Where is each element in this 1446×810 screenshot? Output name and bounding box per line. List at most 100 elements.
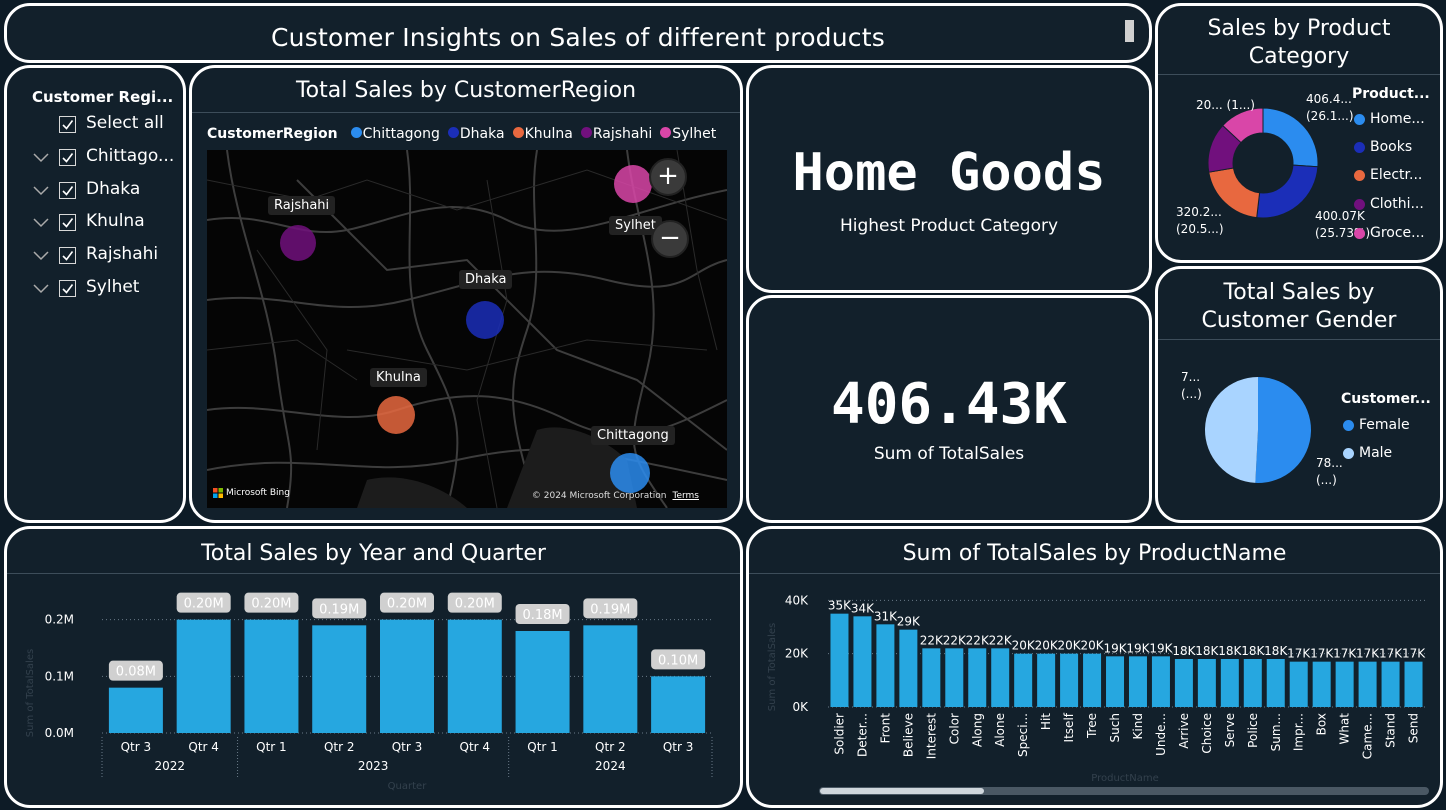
donut-legend-item[interactable]: Home... [1354, 111, 1425, 127]
slicer-checkbox[interactable] [59, 247, 76, 264]
chevron-down-icon[interactable] [33, 251, 49, 261]
quarter-bar-chart[interactable]: 0.0M 0.1M 0.2M Sum of TotalSales 0.08M Qtr 3 0… [7, 575, 740, 805]
x-tick-label: Kind [1131, 713, 1145, 739]
data-label: 0.19M [590, 602, 630, 617]
slicer-item[interactable]: Khulna [7, 210, 182, 236]
chevron-down-icon[interactable] [33, 284, 49, 294]
map-canvas[interactable]: Rajshahi Sylhet Dhaka Khulna Chittagong … [207, 150, 727, 508]
quarter-chart-card: Total Sales by Year and Quarter 0.0M 0.1M… [4, 526, 743, 808]
data-label: 17K [1402, 647, 1426, 661]
map-legend-item: Khulna [524, 126, 573, 142]
bubble-rajshahi[interactable] [280, 225, 316, 261]
data-label: 17K [1287, 647, 1311, 661]
slicer-item[interactable]: Sylhet [7, 276, 182, 302]
donut-label-home: 406.4... (26.1...) [1306, 92, 1354, 123]
bar [830, 613, 849, 707]
donut-slice [1256, 164, 1319, 219]
bar [1174, 659, 1193, 707]
legend-dot-icon [660, 127, 672, 138]
x-tick-label: Deter... [855, 713, 869, 757]
terms-link[interactable]: Terms [672, 491, 699, 501]
legend-dot-icon [1354, 227, 1365, 239]
donut-legend-item[interactable]: Groce... [1354, 225, 1425, 241]
data-label: 19K [1149, 641, 1173, 655]
slicer-checkbox[interactable] [59, 116, 76, 133]
slicer-checkbox[interactable] [59, 182, 76, 199]
data-label: 34K [851, 601, 875, 615]
chevron-down-icon[interactable] [33, 153, 49, 163]
year-label: 2024 [595, 759, 626, 773]
slicer-checkbox[interactable] [59, 149, 76, 166]
data-label-bg [583, 598, 638, 619]
pie-legend-item[interactable]: Male [1343, 445, 1392, 461]
bar [1014, 653, 1033, 707]
bubble-dhaka[interactable] [466, 301, 504, 339]
bar [922, 648, 941, 707]
donut-chart[interactable] [1158, 6, 1443, 263]
donut-label-elec: 320.2... (20.5...) [1176, 205, 1224, 236]
donut-legend-item[interactable]: Books [1354, 139, 1412, 155]
x-tick-label: Qtr 2 [595, 740, 626, 754]
x-tick-label: Qtr 1 [256, 740, 287, 754]
bar [1289, 661, 1308, 707]
legend-dot-icon [1354, 169, 1365, 181]
scrollbar-thumb[interactable] [1125, 20, 1134, 42]
data-label: 0.18M [522, 608, 562, 623]
data-label: 19K [1103, 641, 1127, 655]
kpi-category-card: Home Goods Highest Product Category [746, 65, 1152, 293]
bar [1151, 656, 1170, 707]
chevron-down-icon[interactable] [33, 218, 49, 228]
kpi-sales-label: Sum of TotalSales [873, 444, 1025, 464]
bar [515, 631, 570, 733]
legend-dot-icon [447, 127, 459, 138]
bar [1358, 661, 1377, 707]
data-label: 0.20M [251, 597, 291, 612]
slicer-title: Customer Regi... [32, 88, 174, 106]
legend-dot-icon [350, 127, 362, 138]
scrollbar-thumb[interactable] [820, 788, 984, 794]
slicer-checkbox[interactable] [59, 214, 76, 231]
x-tick-label: Such [1108, 713, 1122, 742]
bar [899, 629, 918, 707]
data-label: 20K [1035, 639, 1059, 653]
zoom-out-button[interactable]: − [651, 220, 689, 258]
data-label: 0.19M [319, 602, 359, 617]
donut-legend-item[interactable]: Electr... [1354, 167, 1422, 183]
product-bar-chart[interactable]: 0K 20K 40K Sum of TotalSales 35K Soldier 34K De… [749, 575, 1440, 807]
kpi-category-value: Home Goods [792, 143, 1106, 203]
pie-label-male: 7... (...) [1181, 370, 1202, 401]
bubble-chittagong[interactable] [610, 453, 650, 493]
slicer-item[interactable]: Chittago... [7, 145, 182, 171]
x-tick-label: Qtr 3 [121, 740, 152, 754]
slicer-item[interactable]: Rajshahi [7, 243, 182, 269]
x-tick-label: Front [878, 713, 892, 744]
x-tick-label: Itself [1062, 712, 1076, 742]
slicer-item-label: Rajshahi [86, 244, 159, 264]
chevron-down-icon[interactable] [33, 186, 49, 196]
bar [583, 625, 638, 733]
x-tick-label: Speci... [1016, 713, 1030, 757]
pie-legend-item[interactable]: Female [1343, 417, 1410, 433]
data-label: 17K [1310, 647, 1334, 661]
zoom-in-button[interactable]: + [649, 158, 687, 196]
slicer-checkbox[interactable] [59, 280, 76, 297]
donut-slice [1222, 107, 1264, 144]
bar [312, 625, 367, 733]
legend-label: Female [1359, 417, 1410, 433]
pie-chart[interactable] [1158, 269, 1443, 523]
donut-title: Sales by Product Category [1207, 16, 1391, 69]
data-label-bg [244, 592, 299, 613]
bubble-sylhet[interactable] [614, 165, 652, 203]
x-tick-label: Arrive [1177, 713, 1191, 749]
data-label: 22K [943, 633, 967, 647]
donut-legend-item[interactable]: Clothi... [1354, 196, 1424, 212]
slicer-item[interactable]: Select all [7, 112, 182, 138]
slicer-item[interactable]: Dhaka [7, 178, 182, 204]
year-label: 2023 [358, 759, 389, 773]
donut-legend-title: Product... [1352, 86, 1430, 102]
data-label: 18K [1195, 644, 1219, 658]
legend-label: Home... [1370, 111, 1425, 127]
slicer-item-label: Chittago... [86, 146, 175, 166]
bubble-khulna[interactable] [377, 396, 415, 434]
data-label-bg [108, 660, 163, 681]
